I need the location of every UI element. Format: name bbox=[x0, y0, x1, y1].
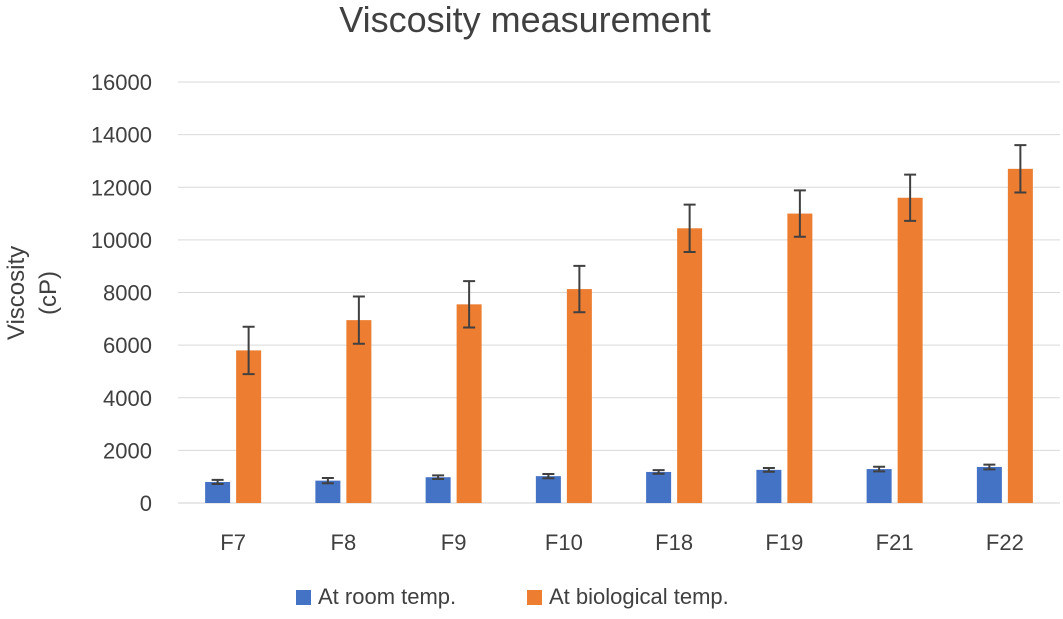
error-bar-F9-series-2 bbox=[463, 280, 476, 329]
error-bar-F9-series-1 bbox=[432, 474, 445, 481]
x-tick-label: F18 bbox=[655, 530, 693, 555]
error-bar-F8-series-1 bbox=[321, 477, 334, 485]
bar-F21-series-2 bbox=[897, 197, 923, 503]
bar-F8-series-1 bbox=[315, 480, 341, 503]
legend-label: At biological temp. bbox=[549, 584, 729, 609]
legend-swatch bbox=[296, 590, 311, 605]
y-tick-label: 14000 bbox=[91, 123, 152, 148]
error-bar-F18-series-1 bbox=[652, 469, 665, 475]
bar-F10-series-1 bbox=[535, 476, 561, 503]
bar-F7-series-1 bbox=[205, 481, 231, 503]
y-axis-title-line-2: (cP) bbox=[35, 271, 62, 315]
gridlines bbox=[178, 81, 1060, 504]
error-bar-F7-series-1 bbox=[211, 478, 224, 486]
error-bar-F7-series-2 bbox=[242, 325, 255, 376]
error-bar-F10-series-1 bbox=[542, 473, 555, 480]
bar-F10-series-2 bbox=[566, 289, 592, 503]
bar-F19-series-1 bbox=[756, 469, 782, 503]
x-tick-label: F7 bbox=[220, 530, 246, 555]
bar-F18-series-1 bbox=[646, 471, 672, 503]
bar-F9-series-1 bbox=[425, 477, 451, 503]
y-tick-label: 16000 bbox=[91, 70, 152, 95]
error-bar-F8-series-2 bbox=[352, 295, 365, 345]
error-bar-F19-series-1 bbox=[762, 467, 775, 473]
y-tick-label: 2000 bbox=[103, 438, 152, 463]
error-bars bbox=[211, 144, 1027, 486]
bars bbox=[205, 168, 1033, 504]
x-tick-label: F8 bbox=[331, 530, 357, 555]
y-tick-label: 4000 bbox=[103, 386, 152, 411]
bar-F18-series-2 bbox=[677, 228, 703, 504]
error-bar-F19-series-2 bbox=[793, 189, 806, 238]
bar-F22-series-2 bbox=[1007, 168, 1033, 504]
bar-F9-series-2 bbox=[456, 304, 482, 503]
y-axis-title-line-1: Viscosity bbox=[3, 246, 30, 340]
legend: At room temp. At biological temp. bbox=[296, 584, 729, 609]
legend-label: At room temp. bbox=[318, 584, 456, 609]
y-tick-label: 10000 bbox=[91, 228, 152, 253]
error-bar-F22-series-1 bbox=[983, 463, 996, 471]
error-bar-F21-series-1 bbox=[873, 465, 886, 473]
y-axis-ticks: 0 2000 4000 6000 8000 10000 12000 14000 16000 bbox=[91, 70, 152, 516]
error-bar-F22-series-2 bbox=[1014, 144, 1027, 194]
error-bar-F18-series-2 bbox=[683, 203, 696, 253]
bar-F7-series-2 bbox=[236, 350, 262, 503]
x-axis-ticks: F7 F8 F9 F10 F18 F19 F21 F22 bbox=[220, 530, 1024, 555]
error-bar-F21-series-2 bbox=[904, 173, 917, 222]
bar-F8-series-2 bbox=[346, 320, 372, 503]
chart-title: Viscosity measurement bbox=[339, 0, 710, 40]
y-tick-label: 0 bbox=[140, 491, 152, 516]
bar-F21-series-1 bbox=[866, 469, 892, 503]
y-tick-label: 8000 bbox=[103, 281, 152, 306]
x-tick-label: F19 bbox=[765, 530, 803, 555]
x-tick-label: F10 bbox=[545, 530, 583, 555]
y-tick-label: 12000 bbox=[91, 175, 152, 200]
bar-F22-series-1 bbox=[976, 466, 1002, 503]
error-bar-F10-series-2 bbox=[573, 264, 586, 314]
x-tick-label: F22 bbox=[986, 530, 1024, 555]
x-tick-label: F21 bbox=[876, 530, 914, 555]
x-tick-label: F9 bbox=[441, 530, 467, 555]
legend-swatch bbox=[527, 590, 542, 605]
y-tick-label: 6000 bbox=[103, 333, 152, 358]
bar-F19-series-2 bbox=[787, 213, 813, 503]
